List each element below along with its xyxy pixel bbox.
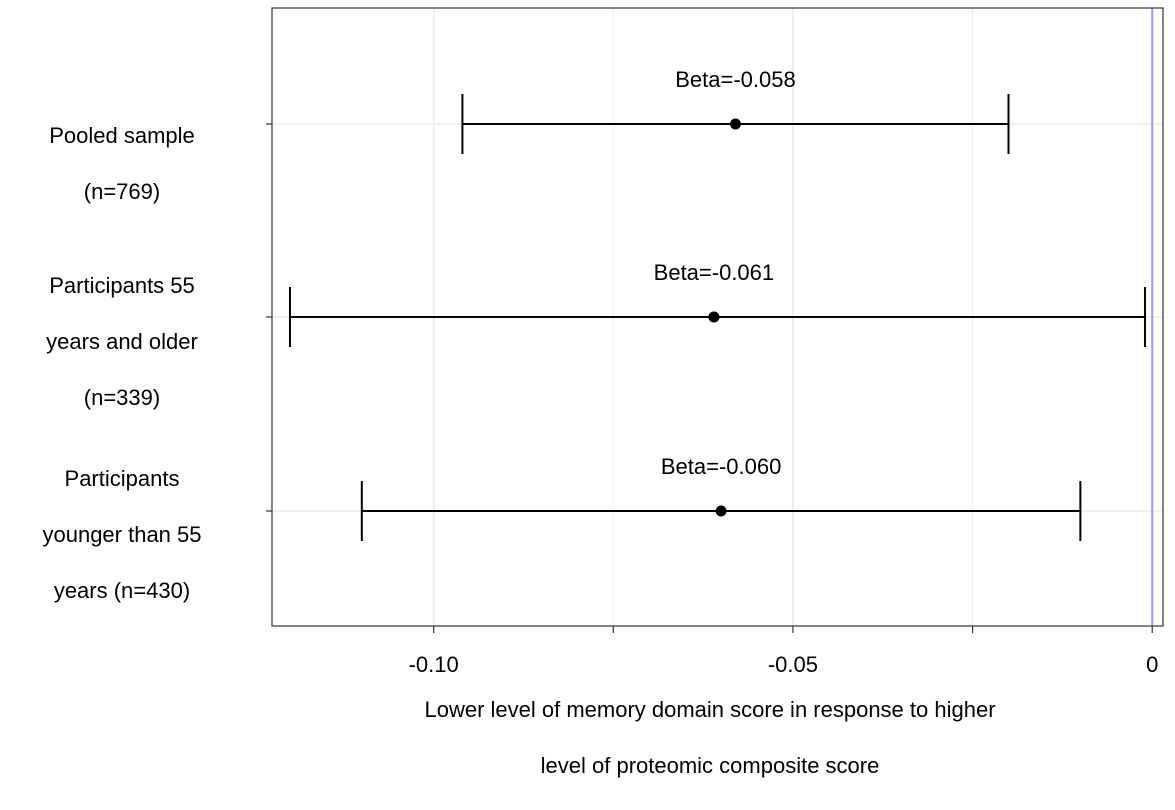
x-axis: -0.10 -0.05 0 [266,123,1158,677]
y-axis-label: Pooled sample (n=769) [0,108,247,220]
y-axis-label-line: Participants [64,466,180,491]
x-axis-title-line-2: level of proteomic composite score [540,753,880,778]
beta-annotation: Beta=-0.058 [675,67,795,92]
y-axis-label-line: years (n=430) [53,578,191,603]
panel-border [271,7,1164,627]
beta-annotation: Beta=-0.061 [654,260,774,285]
y-axis-label-line: Pooled sample [49,123,195,148]
y-axis-label-line: younger than 55 [42,522,202,547]
y-axis-label-line: years and older [46,329,198,354]
y-axis-label: Participants younger than 55 years (n=430) [0,451,247,619]
x-tick-label: -0.05 [768,652,818,677]
x-tick-label: -0.10 [409,652,459,677]
y-axis-label-line: (n=339) [83,385,161,410]
y-axis-label: Participants 55 years and older (n=339) [0,258,247,420]
point-estimate [729,118,741,130]
y-axis-label-line: (n=769) [83,179,161,204]
x-tick-label: 0 [1146,652,1158,677]
x-axis-title-line-1: Lower level of memory domain score in re… [424,697,996,722]
y-axis-label-block: Participants 55 years and older (n=339) [0,230,250,420]
x-axis-title: Lower level of memory domain score in re… [280,682,1140,794]
beta-annotation: Beta=-0.060 [661,454,781,479]
y-axis-label-block: Pooled sample (n=769) [0,0,250,230]
y-axis-label-block: Participants younger than 55 years (n=430) [0,426,250,622]
y-axis-label-line: Participants 55 [49,273,195,298]
marks-layer: Beta=-0.058 Beta=-0.061 Beta=-0.060 [288,67,1147,541]
point-estimate [715,505,727,517]
point-estimate [708,311,720,323]
